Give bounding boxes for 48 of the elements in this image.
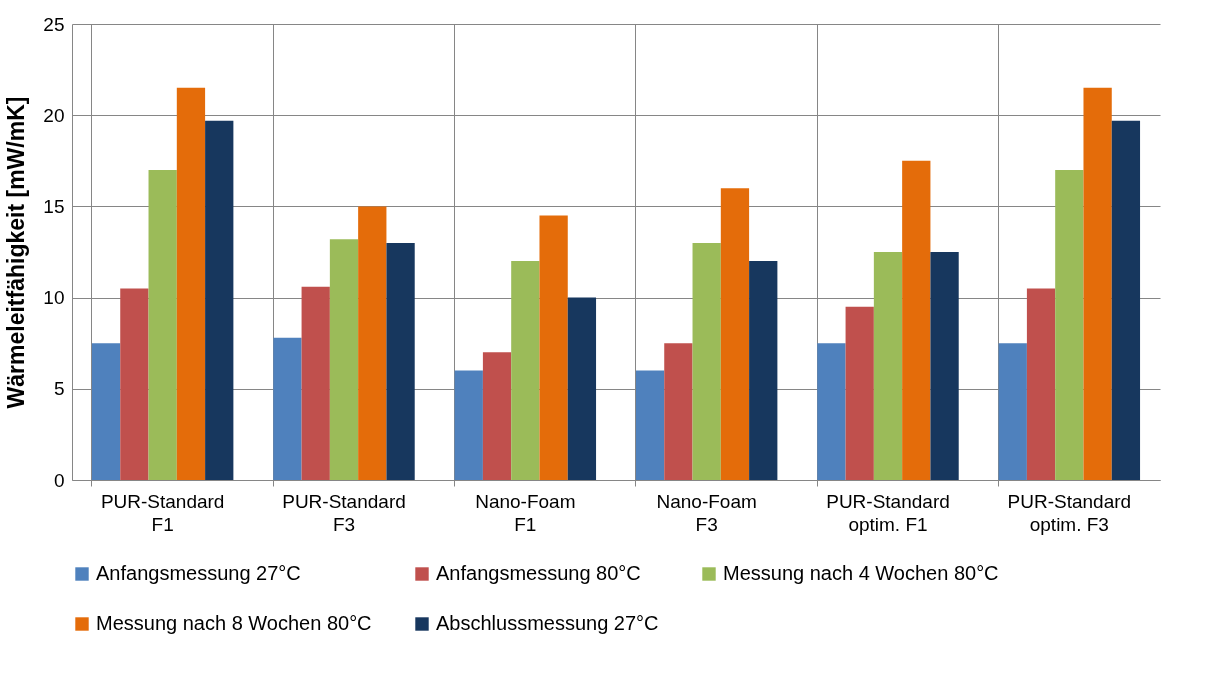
y-tick-label: 10 bbox=[43, 287, 65, 309]
bar bbox=[176, 87, 206, 480]
bar bbox=[511, 261, 540, 480]
y-axis-title: Wärmeleitfähigkeit [mW/mK] bbox=[3, 96, 30, 409]
bar bbox=[91, 343, 121, 480]
bar bbox=[1083, 87, 1112, 480]
bar bbox=[902, 160, 931, 480]
bar bbox=[482, 352, 512, 480]
x-tick-label: PUR-Standard optim. F3 bbox=[1007, 490, 1132, 535]
legend-label: Abschlussmessung 27°C bbox=[436, 612, 659, 634]
legend-label: Anfangsmessung 80°C bbox=[436, 562, 641, 584]
y-tick-label: 0 bbox=[53, 469, 65, 491]
bar bbox=[454, 370, 483, 480]
bar bbox=[817, 343, 846, 480]
y-tick-label: 20 bbox=[43, 104, 65, 126]
bar bbox=[539, 215, 568, 480]
bar bbox=[664, 343, 693, 480]
legend-label: Messung nach 4 Wochen 80°C bbox=[723, 562, 999, 584]
bar bbox=[567, 297, 597, 480]
x-tick-label: PUR-Standard optim. F1 bbox=[826, 490, 950, 535]
bar bbox=[329, 239, 359, 480]
bar bbox=[301, 286, 330, 480]
bar bbox=[749, 261, 778, 480]
bar bbox=[1111, 120, 1141, 480]
bar bbox=[692, 242, 721, 480]
x-tick-label: PUR-Standard F1 bbox=[100, 490, 225, 535]
bar bbox=[1026, 288, 1056, 480]
legend-label: Messung nach 8 Wochen 80°C bbox=[96, 612, 372, 634]
bar bbox=[148, 169, 177, 480]
bar bbox=[120, 288, 149, 480]
bar bbox=[205, 120, 234, 480]
bar bbox=[720, 188, 750, 480]
bar bbox=[1055, 169, 1084, 480]
y-tick-label: 5 bbox=[53, 378, 65, 400]
bar bbox=[930, 252, 959, 480]
legend-label: Anfangsmessung 27°C bbox=[96, 562, 301, 584]
y-tick-label: 15 bbox=[43, 195, 65, 217]
x-tick-label: PUR-Standard F3 bbox=[282, 490, 406, 535]
x-tick-label: Nano-Foam F3 bbox=[656, 490, 757, 535]
x-tick-label: Nano-Foam F1 bbox=[475, 490, 576, 535]
bar bbox=[358, 206, 387, 480]
y-tick-label: 25 bbox=[43, 13, 65, 35]
bar bbox=[386, 242, 415, 480]
bar bbox=[845, 306, 874, 480]
bar bbox=[873, 252, 903, 480]
bar bbox=[273, 337, 302, 480]
bar bbox=[998, 343, 1027, 480]
bar bbox=[635, 370, 665, 480]
